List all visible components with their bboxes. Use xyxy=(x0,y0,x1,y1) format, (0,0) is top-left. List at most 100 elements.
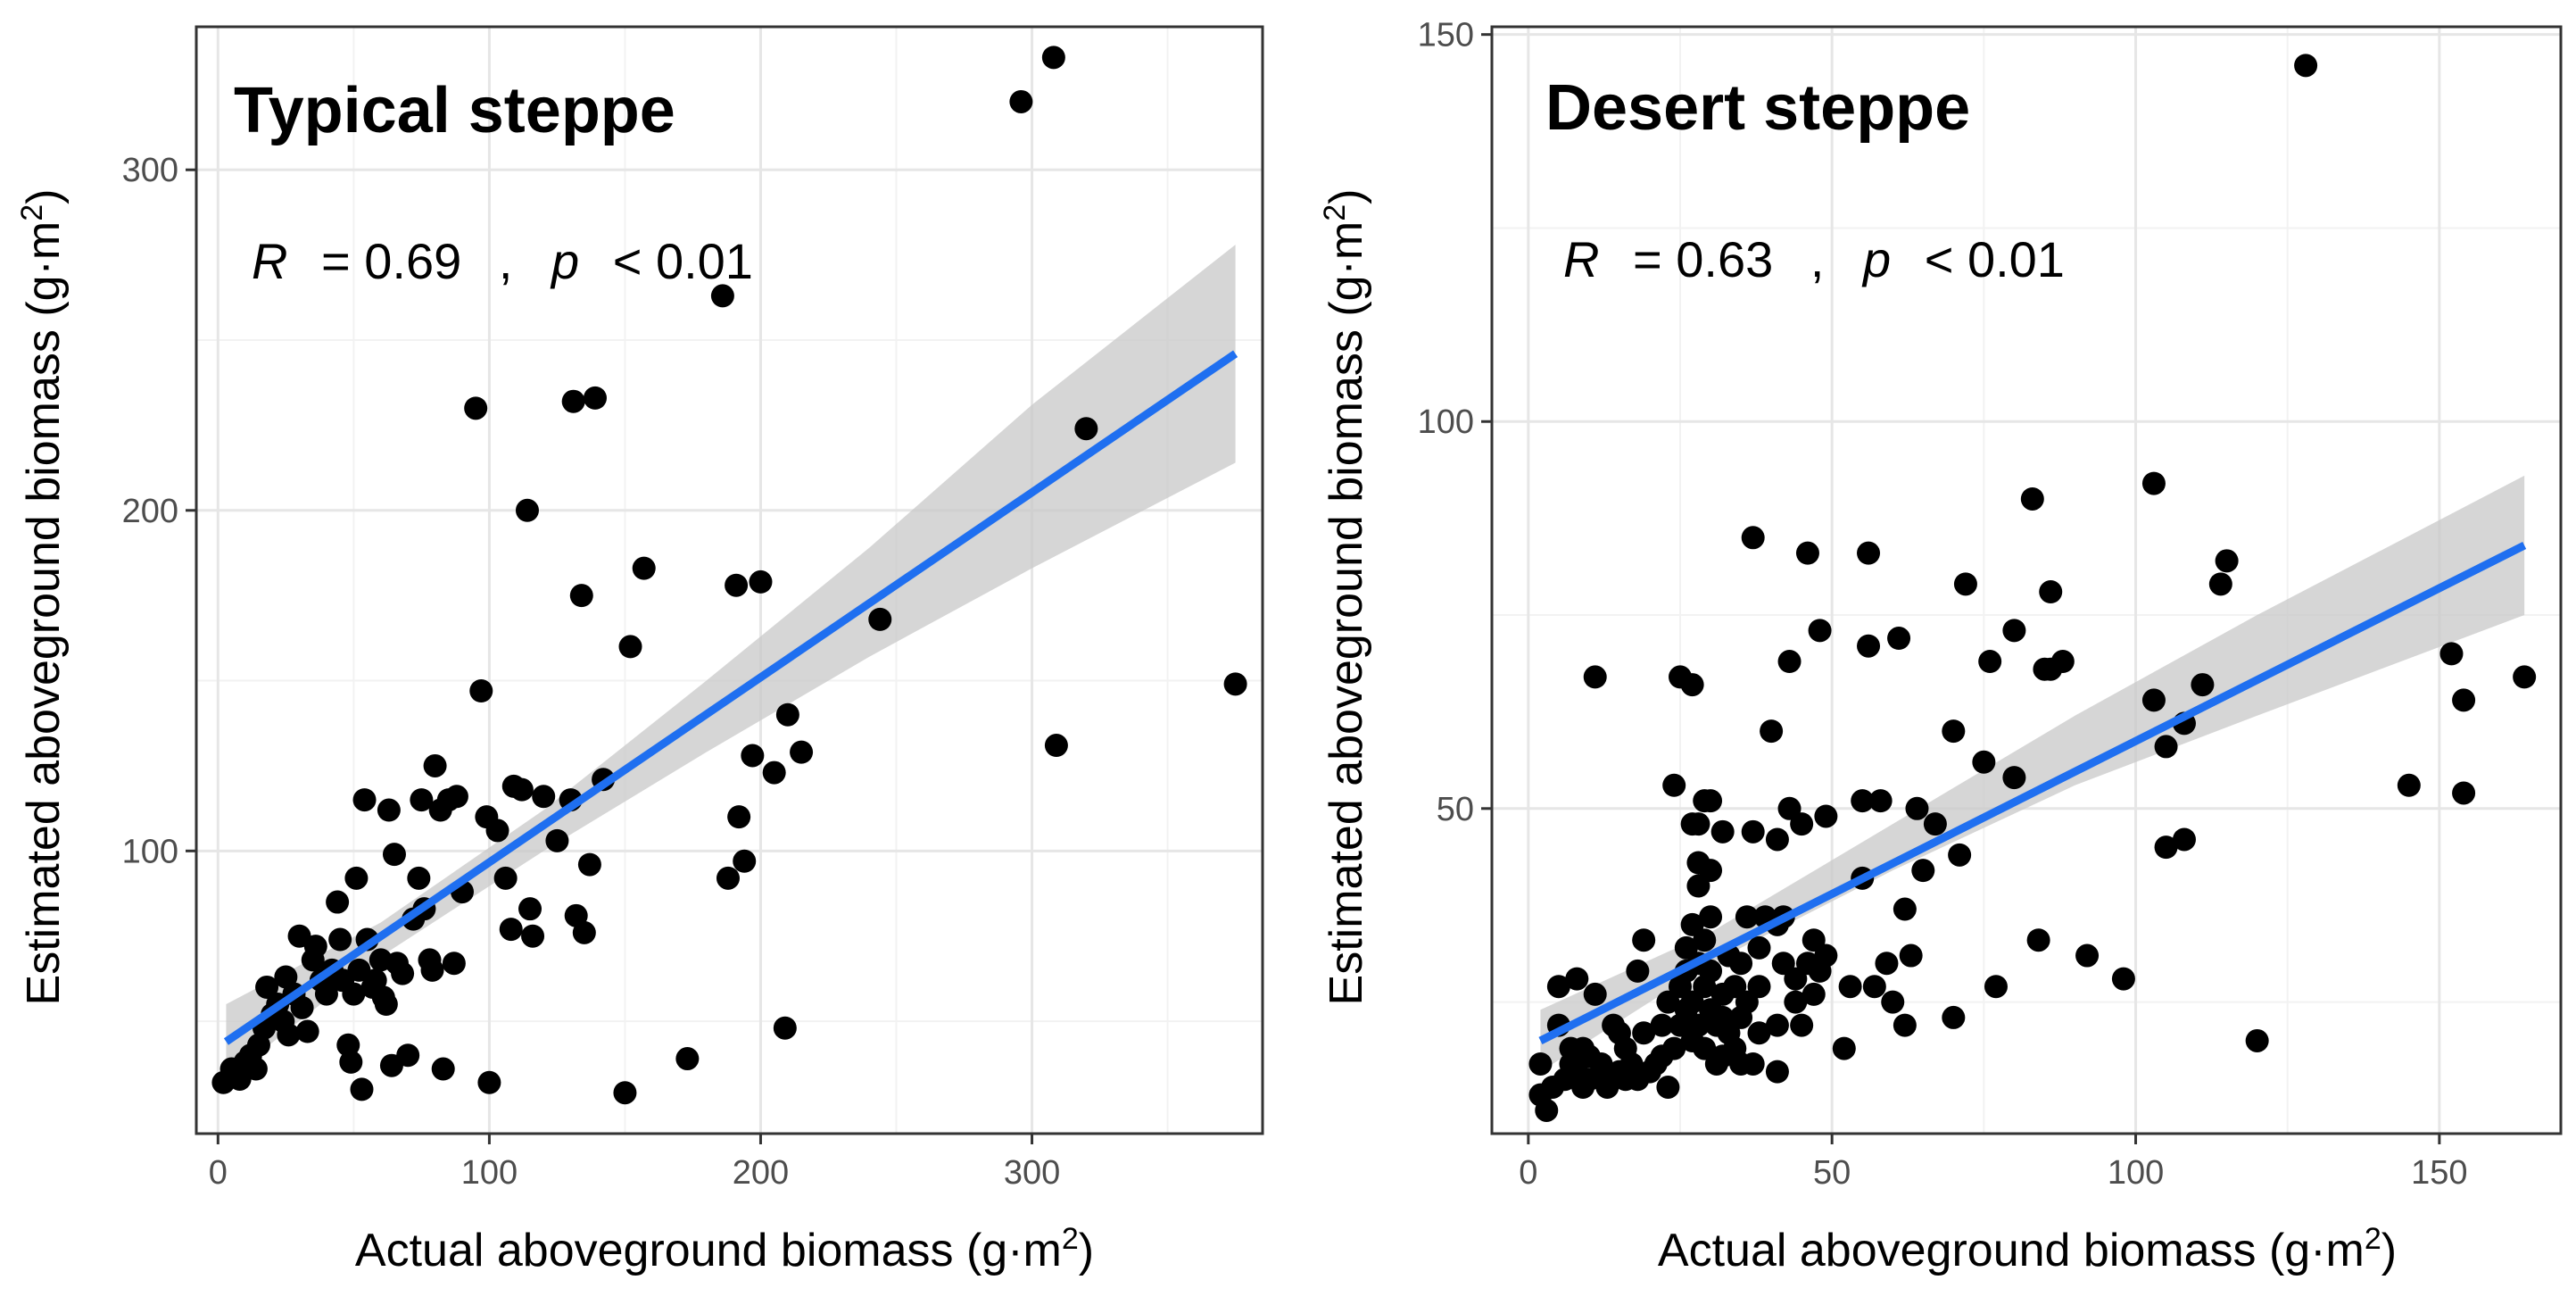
fit-layer xyxy=(1538,541,2527,1044)
data-point xyxy=(1808,619,1832,643)
points-layer xyxy=(1528,54,2537,1122)
panel-typical-steppe: 0 100 200 300 100 200 300 Typical steppe R = 0… xyxy=(15,25,1264,1276)
regression-line xyxy=(223,350,1238,1045)
data-point xyxy=(632,556,656,580)
data-point xyxy=(509,777,534,802)
data-point xyxy=(1741,1051,1765,1076)
data-point xyxy=(1881,990,1905,1014)
data-point xyxy=(1041,46,1065,70)
data-point xyxy=(1589,1051,1613,1076)
data-point xyxy=(493,866,518,890)
p-label: p xyxy=(1861,231,1891,287)
data-point xyxy=(1784,990,1808,1014)
data-point xyxy=(2141,471,2166,495)
panel-border xyxy=(1490,25,2563,1135)
data-point xyxy=(1777,650,1802,674)
data-point xyxy=(1632,928,1656,952)
data-point xyxy=(716,866,740,890)
data-point xyxy=(2075,943,2100,968)
frame-layer xyxy=(195,25,1264,1135)
regression-line xyxy=(1538,541,2527,1044)
data-point xyxy=(423,753,447,777)
data-point xyxy=(374,993,398,1017)
data-point xyxy=(339,1050,363,1074)
data-point xyxy=(1626,959,1650,983)
data-point xyxy=(485,819,509,843)
data-point xyxy=(1699,789,1723,813)
data-point xyxy=(1851,789,1875,813)
data-point xyxy=(2513,665,2537,689)
data-point xyxy=(328,927,352,952)
data-point xyxy=(1857,541,1881,565)
data-point xyxy=(1686,812,1710,836)
data-point xyxy=(532,785,556,809)
data-point xyxy=(569,584,593,608)
x-tick-label: 300 xyxy=(1004,1154,1060,1192)
data-point xyxy=(382,843,406,867)
data-point xyxy=(407,866,431,890)
data-point xyxy=(469,679,493,702)
data-point xyxy=(431,1057,455,1081)
data-point xyxy=(464,396,488,420)
data-point xyxy=(733,849,757,873)
r-value: = 0.69 xyxy=(321,233,461,289)
data-point xyxy=(1747,1021,1771,1045)
x-axis-title: Actual aboveground biomass (g·m2) xyxy=(355,1222,1094,1276)
data-point xyxy=(775,702,799,727)
data-point xyxy=(727,805,751,829)
data-point xyxy=(2294,54,2318,78)
data-point xyxy=(1765,1060,1789,1084)
data-point xyxy=(2050,650,2075,674)
data-point xyxy=(2452,781,2476,805)
data-point xyxy=(2245,1028,2269,1052)
r-label: R xyxy=(1563,231,1599,287)
data-point xyxy=(352,788,377,812)
frame-layer xyxy=(1490,25,2563,1135)
data-point xyxy=(1984,975,2008,999)
data-point xyxy=(1899,943,1923,968)
y-axis-title: Estimated aboveground biomass (g·m2) xyxy=(1318,189,1372,1006)
panel-title: Desert steppe xyxy=(1545,72,1970,144)
data-point xyxy=(1790,812,1814,836)
data-point xyxy=(1735,905,1759,929)
data-point xyxy=(710,284,734,308)
data-point xyxy=(790,740,814,764)
data-point xyxy=(1942,719,1966,744)
data-point xyxy=(377,798,401,822)
correlation-stat: R = 0.63 , p < 0.01 xyxy=(1563,231,2065,287)
data-point xyxy=(1699,905,1723,929)
data-point xyxy=(2002,766,2026,790)
data-point xyxy=(1911,859,1935,883)
data-point xyxy=(1942,1005,1966,1029)
data-point xyxy=(1972,750,1996,774)
ticks-layer: 0 100 200 300 100 200 300 xyxy=(122,152,1061,1192)
r-label: R xyxy=(252,233,287,289)
data-point xyxy=(2111,967,2135,991)
data-point xyxy=(499,918,523,942)
data-point xyxy=(420,958,444,982)
stat-separator: , xyxy=(1810,231,1825,287)
data-point xyxy=(1953,572,1977,596)
data-point xyxy=(244,1057,268,1081)
y-tick-label: 150 xyxy=(1418,17,1474,54)
data-point xyxy=(1632,1021,1656,1045)
data-point xyxy=(2172,827,2196,852)
data-point xyxy=(444,785,468,809)
data-point xyxy=(1814,943,1838,968)
data-point xyxy=(1790,1013,1814,1037)
data-point xyxy=(1814,804,1838,828)
data-point xyxy=(1862,975,1886,999)
y-tick-label: 100 xyxy=(1418,403,1474,441)
data-point xyxy=(2439,642,2464,666)
data-point xyxy=(762,761,786,785)
data-point xyxy=(1923,812,1947,836)
data-point xyxy=(618,635,642,659)
data-point xyxy=(1795,541,1819,565)
x-tick-label: 100 xyxy=(2108,1154,2164,1192)
data-point xyxy=(2026,928,2050,952)
data-point xyxy=(521,924,545,948)
data-point xyxy=(1528,1051,1553,1076)
p-value: < 0.01 xyxy=(1925,231,2065,287)
data-point xyxy=(545,828,569,852)
